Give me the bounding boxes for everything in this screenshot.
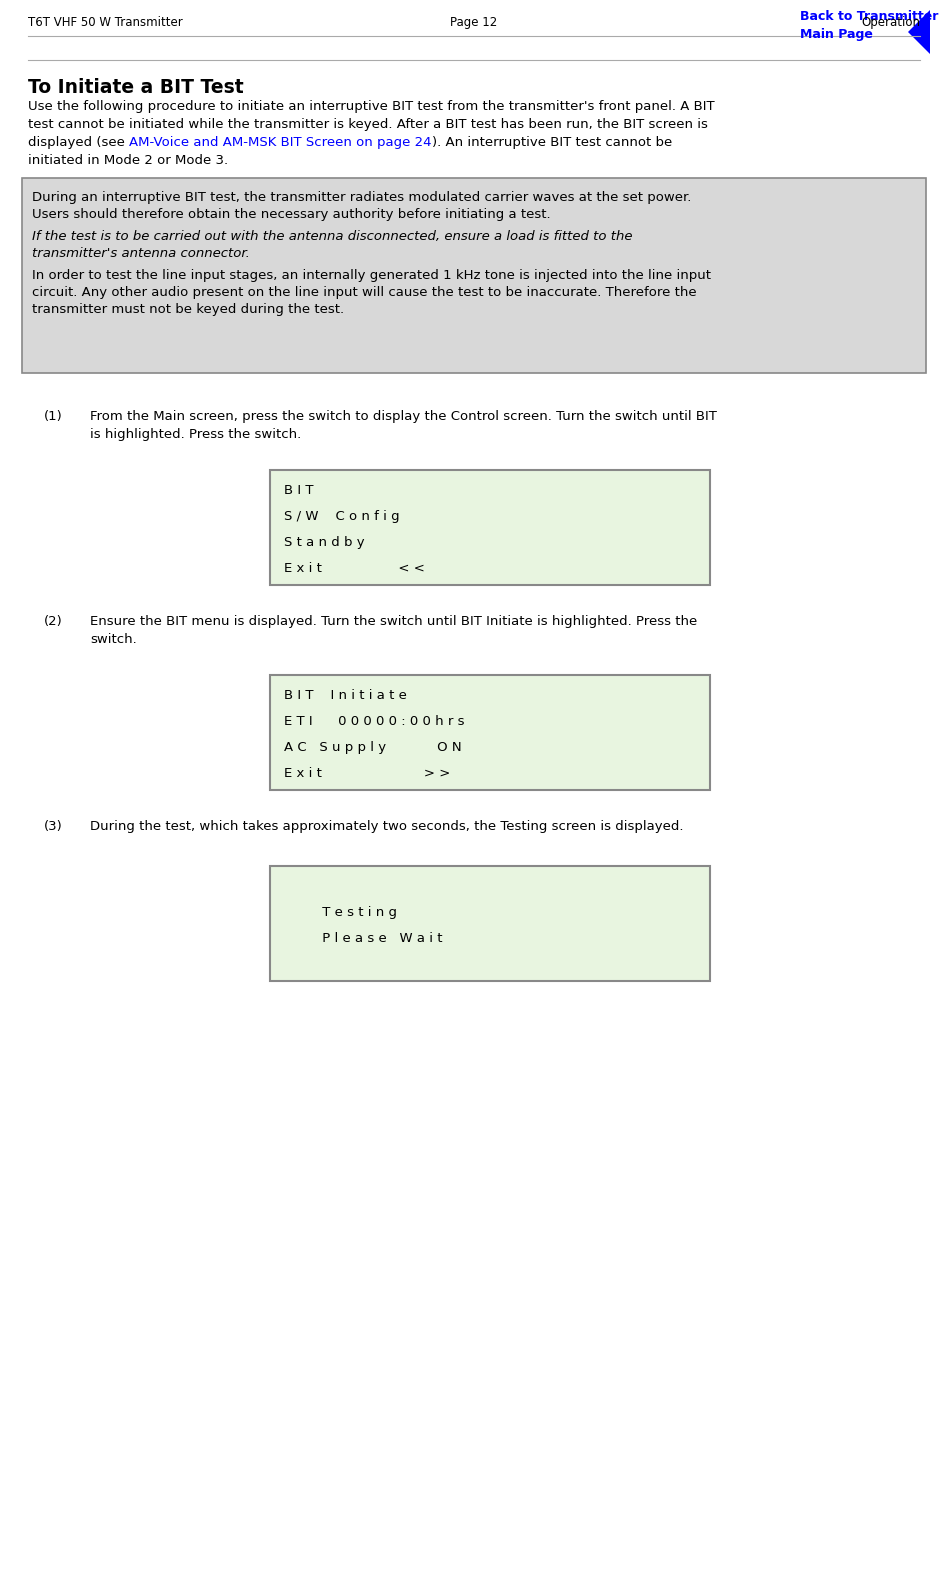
Text: Back to Transmitter: Back to Transmitter xyxy=(800,10,939,22)
Text: In order to test the line input stages, an internally generated 1 kHz tone is in: In order to test the line input stages, … xyxy=(32,269,711,282)
Text: A C   S u p p l y            O N: A C S u p p l y O N xyxy=(284,741,462,754)
Text: (3): (3) xyxy=(44,819,63,834)
Text: Ensure the BIT menu is displayed. Turn the switch until BIT Initiate is highligh: Ensure the BIT menu is displayed. Turn t… xyxy=(90,615,697,628)
Text: T e s t i n g: T e s t i n g xyxy=(284,905,397,920)
Text: During the test, which takes approximately two seconds, the Testing screen is di: During the test, which takes approximate… xyxy=(90,819,684,834)
Bar xyxy=(22,179,926,373)
Text: transmitter must not be keyed during the test.: transmitter must not be keyed during the… xyxy=(32,303,344,316)
Text: circuit. Any other audio present on the line input will cause the test to be ina: circuit. Any other audio present on the … xyxy=(32,285,697,300)
Text: (2): (2) xyxy=(44,615,63,628)
Text: B I T    I n i t i a t e: B I T I n i t i a t e xyxy=(284,689,407,701)
Text: transmitter's antenna connector.: transmitter's antenna connector. xyxy=(32,247,250,260)
Text: Operation: Operation xyxy=(861,16,920,29)
Text: P l e a s e   W a i t: P l e a s e W a i t xyxy=(284,932,443,945)
Text: E x i t                  < <: E x i t < < xyxy=(284,563,425,575)
Text: If the test is to be carried out with the antenna disconnected, ensure a load is: If the test is to be carried out with th… xyxy=(32,230,632,242)
Text: AM-Voice and AM-MSK BIT Screen on page 24: AM-Voice and AM-MSK BIT Screen on page 2… xyxy=(129,135,431,148)
Text: Users should therefore obtain the necessary authority before initiating a test.: Users should therefore obtain the necess… xyxy=(32,207,551,222)
Bar xyxy=(270,866,710,980)
Text: is highlighted. Press the switch.: is highlighted. Press the switch. xyxy=(90,429,301,442)
Text: E T I      0 0 0 0 0 : 0 0 h r s: E T I 0 0 0 0 0 : 0 0 h r s xyxy=(284,716,465,728)
Text: switch.: switch. xyxy=(90,633,137,646)
Text: S / W    C o n f i g: S / W C o n f i g xyxy=(284,510,400,523)
Polygon shape xyxy=(908,10,930,54)
Text: displayed (see: displayed (see xyxy=(28,135,129,148)
Text: B I T: B I T xyxy=(284,485,314,497)
Text: (1): (1) xyxy=(44,410,63,422)
Bar xyxy=(270,470,710,585)
Text: S t a n d b y: S t a n d b y xyxy=(284,536,365,548)
Text: T6T VHF 50 W Transmitter: T6T VHF 50 W Transmitter xyxy=(28,16,183,29)
Bar xyxy=(270,674,710,791)
Text: During an interruptive BIT test, the transmitter radiates modulated carrier wave: During an interruptive BIT test, the tra… xyxy=(32,191,691,204)
Text: Page 12: Page 12 xyxy=(450,16,498,29)
Text: test cannot be initiated while the transmitter is keyed. After a BIT test has be: test cannot be initiated while the trans… xyxy=(28,118,708,131)
Text: Use the following procedure to initiate an interruptive BIT test from the transm: Use the following procedure to initiate … xyxy=(28,100,715,113)
Text: To Initiate a BIT Test: To Initiate a BIT Test xyxy=(28,78,244,97)
Text: E x i t                        > >: E x i t > > xyxy=(284,767,450,779)
Text: initiated in Mode 2 or Mode 3.: initiated in Mode 2 or Mode 3. xyxy=(28,155,228,167)
Text: From the Main screen, press the switch to display the Control screen. Turn the s: From the Main screen, press the switch t… xyxy=(90,410,717,422)
Text: ). An interruptive BIT test cannot be: ). An interruptive BIT test cannot be xyxy=(431,135,672,148)
Text: Main Page: Main Page xyxy=(800,29,873,41)
